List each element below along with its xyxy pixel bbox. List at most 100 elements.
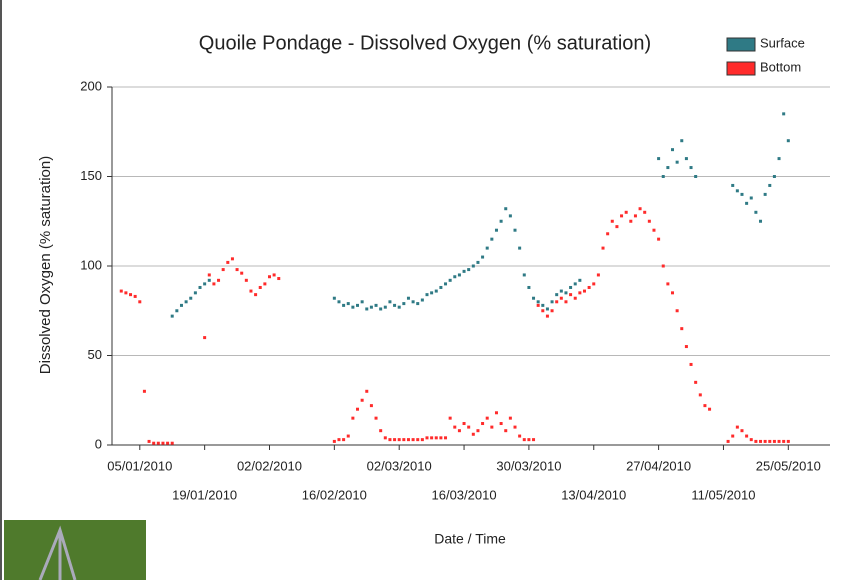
data-point: [439, 286, 442, 289]
data-point: [690, 166, 693, 169]
data-point: [555, 293, 558, 296]
data-point: [740, 193, 743, 196]
data-point: [486, 247, 489, 250]
data-point: [277, 277, 280, 280]
data-point: [342, 438, 345, 441]
data-point: [393, 304, 396, 307]
data-point: [398, 306, 401, 309]
data-point: [384, 436, 387, 439]
data-point: [527, 286, 530, 289]
data-point: [611, 220, 614, 223]
data-point: [143, 390, 146, 393]
data-point: [750, 438, 753, 441]
x-tick-label: 19/01/2010: [172, 487, 237, 502]
data-point: [481, 422, 484, 425]
data-point: [671, 291, 674, 294]
data-point: [782, 112, 785, 115]
data-point: [569, 293, 572, 296]
data-point: [407, 438, 410, 441]
data-point: [375, 304, 378, 307]
data-point: [152, 442, 155, 445]
data-point: [425, 293, 428, 296]
data-point: [208, 279, 211, 282]
data-point: [643, 211, 646, 214]
data-point: [226, 261, 229, 264]
data-point: [504, 429, 507, 432]
legend-swatch: [727, 62, 755, 75]
data-point: [379, 307, 382, 310]
x-tick-label: 25/05/2010: [756, 458, 821, 473]
data-point: [453, 426, 456, 429]
data-point: [388, 300, 391, 303]
data-point: [337, 300, 340, 303]
data-point: [745, 435, 748, 438]
data-point: [268, 275, 271, 278]
x-tick-label: 02/03/2010: [367, 458, 432, 473]
data-point: [768, 440, 771, 443]
data-point: [486, 417, 489, 420]
data-point: [148, 440, 151, 443]
x-tick-label: 27/04/2010: [626, 458, 691, 473]
data-point: [236, 268, 239, 271]
data-point: [259, 286, 262, 289]
data-point: [472, 265, 475, 268]
data-point: [671, 148, 674, 151]
data-point: [773, 440, 776, 443]
data-point: [514, 229, 517, 232]
data-point: [514, 426, 517, 429]
data-point: [449, 417, 452, 420]
data-point: [361, 300, 364, 303]
data-point: [393, 438, 396, 441]
x-tick-label: 05/01/2010: [107, 458, 172, 473]
data-point: [500, 220, 503, 223]
data-point: [768, 184, 771, 187]
x-axis-title: Date / Time: [434, 531, 506, 547]
data-point: [759, 440, 762, 443]
data-point: [249, 290, 252, 293]
data-point: [388, 438, 391, 441]
data-point: [560, 290, 563, 293]
data-point: [370, 306, 373, 309]
data-point: [449, 279, 452, 282]
data-point: [416, 302, 419, 305]
data-point: [254, 293, 257, 296]
data-point: [555, 300, 558, 303]
y-tick-label: 200: [80, 78, 102, 93]
data-point: [504, 207, 507, 210]
data-point: [578, 291, 581, 294]
data-point: [736, 426, 739, 429]
data-point: [351, 417, 354, 420]
data-point: [490, 426, 493, 429]
data-point: [361, 399, 364, 402]
data-point: [412, 438, 415, 441]
data-point: [351, 306, 354, 309]
data-point: [787, 440, 790, 443]
y-axis-title: Dissolved Oxygen (% saturation): [37, 156, 54, 374]
y-tick-label: 50: [88, 347, 102, 362]
data-point: [564, 300, 567, 303]
data-point: [458, 273, 461, 276]
data-point: [240, 272, 243, 275]
data-point: [467, 426, 470, 429]
data-point: [421, 438, 424, 441]
legend-swatch: [727, 38, 755, 51]
data-point: [778, 440, 781, 443]
data-point: [481, 256, 484, 259]
data-point: [518, 435, 521, 438]
data-point: [708, 408, 711, 411]
data-point: [356, 304, 359, 307]
data-point: [782, 440, 785, 443]
data-point: [222, 268, 225, 271]
data-point: [518, 247, 521, 250]
data-point: [134, 295, 137, 298]
data-point: [212, 282, 215, 285]
data-point: [467, 268, 470, 271]
data-point: [171, 442, 174, 445]
data-point: [727, 440, 730, 443]
data-point: [194, 291, 197, 294]
data-point: [203, 282, 206, 285]
data-point: [166, 442, 169, 445]
data-point: [138, 300, 141, 303]
data-point: [537, 304, 540, 307]
data-point: [379, 429, 382, 432]
